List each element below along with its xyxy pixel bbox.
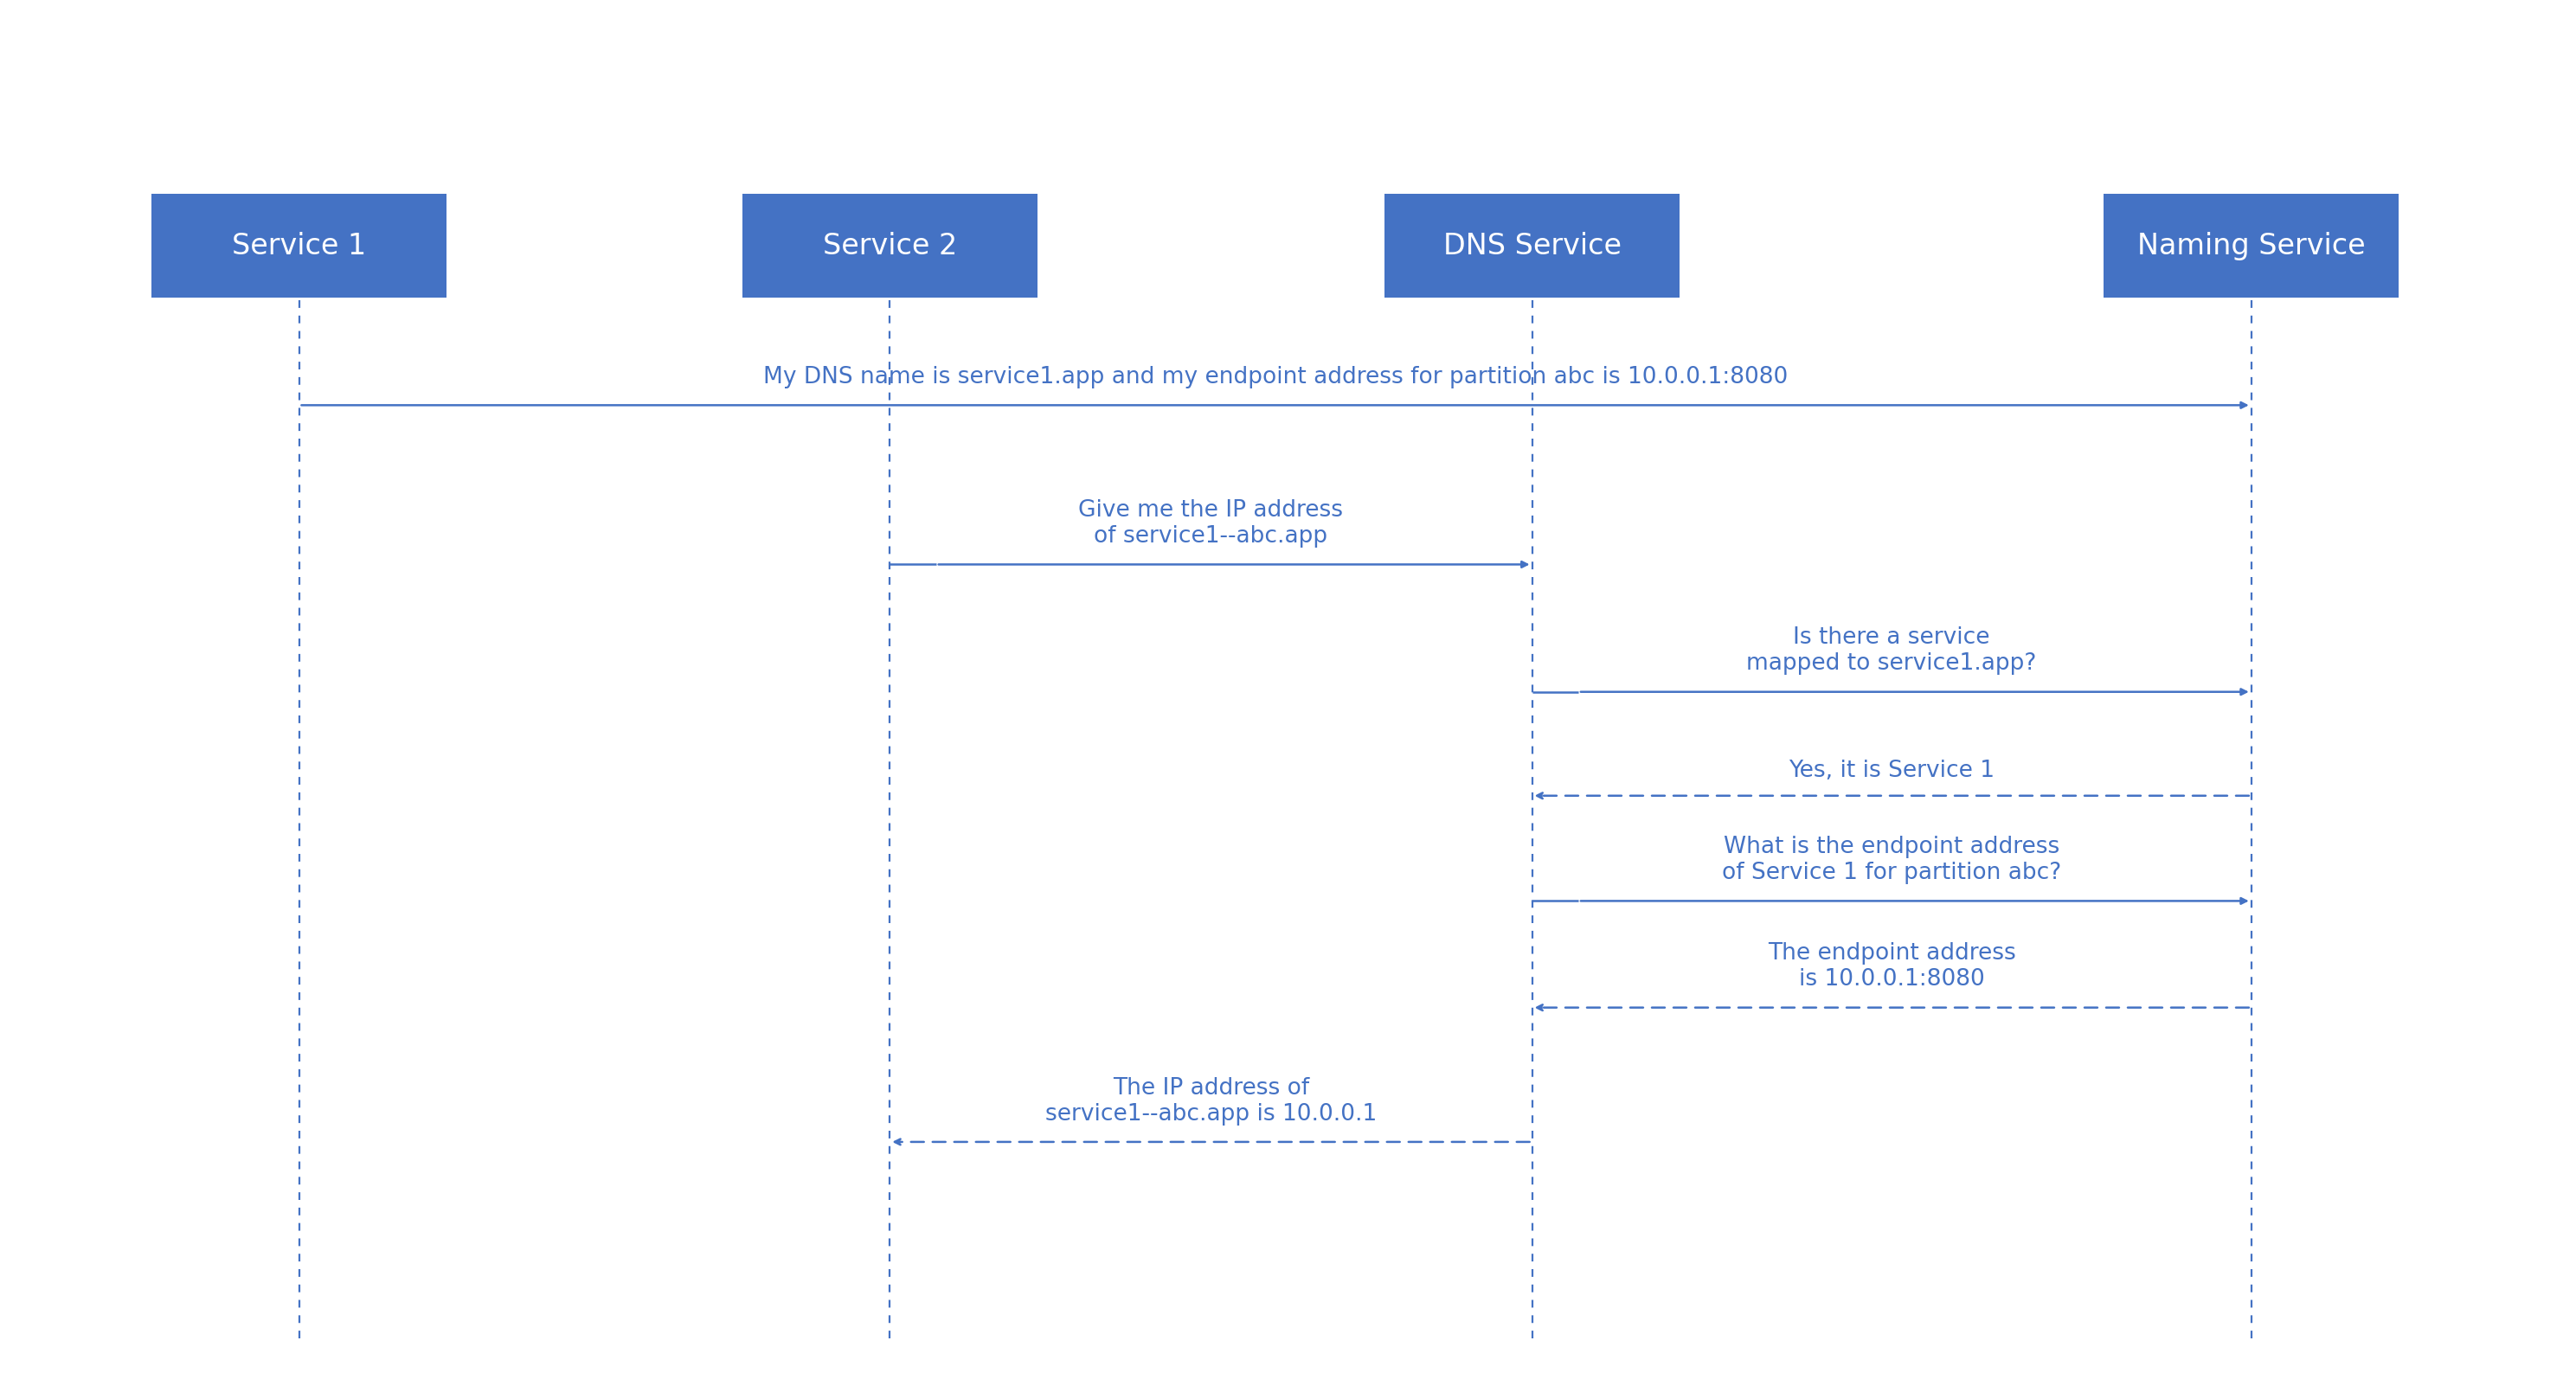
Text: Yes, it is Service 1: Yes, it is Service 1 — [1788, 760, 1994, 782]
Text: Give me the IP address
of service1--abc.app: Give me the IP address of service1--abc.… — [1079, 500, 1342, 548]
Text: The endpoint address
is 10.0.0.1:8080: The endpoint address is 10.0.0.1:8080 — [1767, 942, 2017, 991]
Text: Service 2: Service 2 — [822, 231, 958, 260]
Text: Service 1: Service 1 — [232, 231, 366, 260]
Text: DNS Service: DNS Service — [1443, 231, 1620, 260]
FancyBboxPatch shape — [152, 193, 446, 298]
FancyBboxPatch shape — [742, 193, 1038, 298]
Text: Is there a service
mapped to service1.app?: Is there a service mapped to service1.ap… — [1747, 626, 2038, 675]
Text: Naming Service: Naming Service — [2138, 231, 2365, 260]
Text: My DNS name is service1.app and my endpoint address for partition abc is 10.0.0.: My DNS name is service1.app and my endpo… — [762, 366, 1788, 388]
Text: The IP address of
service1--abc.app is 10.0.0.1: The IP address of service1--abc.app is 1… — [1046, 1077, 1376, 1125]
Text: What is the endpoint address
of Service 1 for partition abc?: What is the endpoint address of Service … — [1721, 835, 2061, 884]
FancyBboxPatch shape — [2105, 193, 2398, 298]
FancyBboxPatch shape — [1383, 193, 1680, 298]
